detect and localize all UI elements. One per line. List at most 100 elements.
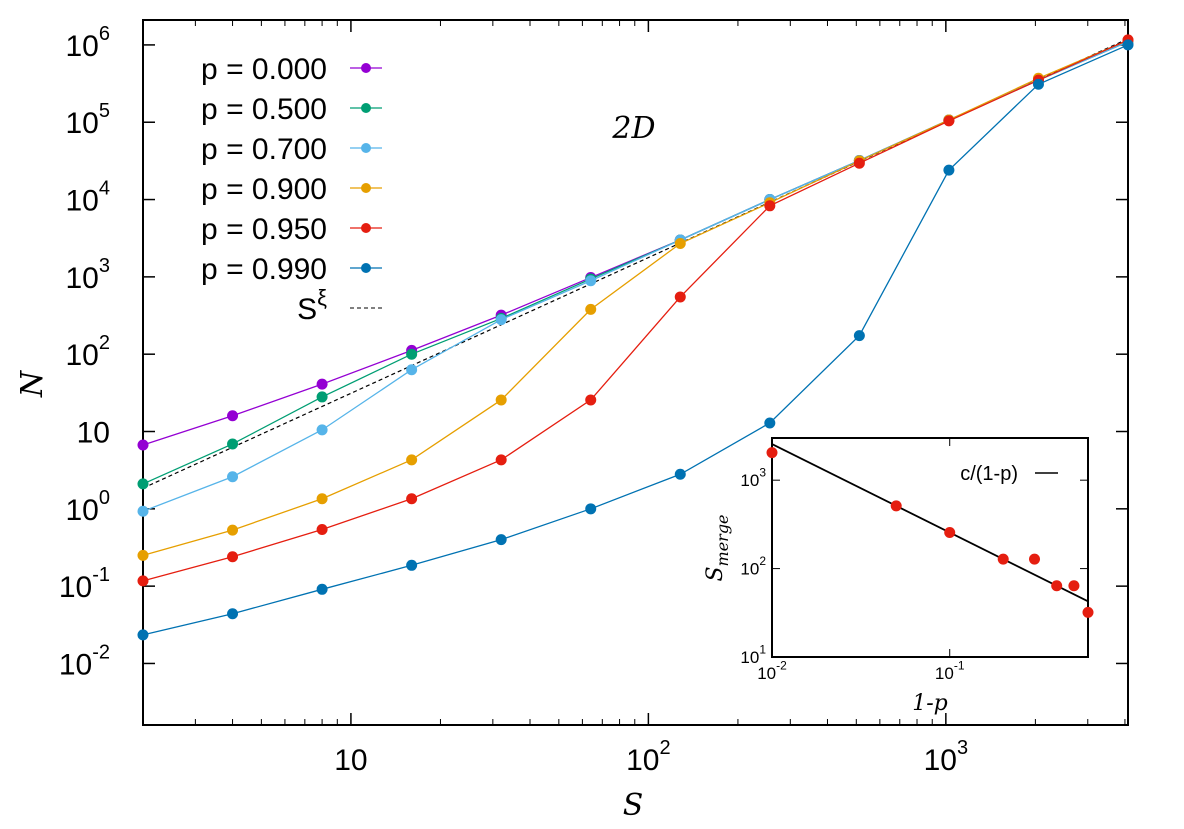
main-plot: 10 102 10310-210-110010102103104105106SN2D… (15, 19, 1134, 823)
data-point (316, 378, 328, 390)
inset-legend-label: c/(1-p) (960, 463, 1018, 485)
y-tick-label: 103 (66, 255, 111, 295)
data-point (137, 549, 149, 561)
x-tick-label-exp: 2 (660, 737, 671, 759)
inset-y-tick-label: 102 (740, 554, 766, 579)
data-point (137, 439, 149, 451)
y-tick-label-base: 10 (66, 494, 99, 527)
inset-x-tick-label-exp: -2 (776, 658, 787, 672)
data-point (406, 559, 418, 571)
data-point (853, 157, 865, 169)
series-line (142, 39, 1129, 582)
y-tick-label-exp: 5 (99, 100, 110, 122)
data-point (674, 238, 686, 250)
inset-y-tick-label: 101 (740, 642, 766, 667)
inset-y-tick-label-base: 10 (740, 648, 759, 667)
legend-marker (361, 103, 371, 113)
x-tick-label: 10 (334, 744, 367, 777)
data-point (674, 291, 686, 303)
data-point (316, 493, 328, 505)
data-point (227, 471, 239, 483)
y-tick-label-base: 10 (66, 262, 99, 295)
x-axis-label: S (623, 788, 644, 823)
inset-y-tick-label: 103 (740, 466, 766, 491)
legend-label: p = 0.000 (201, 53, 327, 86)
y-tick-label-base: 10 (59, 571, 92, 604)
data-point (764, 417, 776, 429)
data-point (227, 410, 239, 422)
data-point (406, 493, 418, 505)
legend-ref-base: S (297, 293, 317, 326)
inset-x-tick-label: 10-1 (935, 658, 965, 683)
x-tick-label: 103 (924, 737, 969, 777)
data-point (1032, 78, 1044, 90)
inset-frame (771, 437, 1089, 658)
data-point (137, 478, 149, 490)
y-tick-label-base: 10 (66, 185, 99, 218)
x-tick-label-base: 10 (626, 744, 659, 777)
y-tick-label: 105 (66, 100, 111, 140)
inset-y-tick-label-base: 10 (740, 560, 759, 579)
inset-data-point (890, 500, 902, 512)
data-point (227, 438, 239, 450)
inset-y-tick-label-exp: 2 (759, 554, 766, 568)
series-line (142, 44, 1129, 636)
data-point (316, 524, 328, 536)
legend-marker (361, 183, 371, 193)
data-point (227, 551, 239, 563)
plot-frame (142, 19, 1129, 726)
data-point (495, 394, 507, 406)
data-point (137, 575, 149, 587)
legend-label: p = 0.900 (201, 173, 327, 206)
inset-x-tick-label-exp: -1 (954, 658, 965, 672)
data-point (495, 314, 507, 326)
inset-y-label-base: S (703, 566, 728, 581)
data-point (585, 303, 597, 315)
legend-marker (361, 143, 371, 153)
legend: p = 0.000 p = 0.500 p = 0.700 p = 0.900 p = … (201, 53, 382, 326)
inset-y-tick-label-base: 10 (740, 471, 759, 490)
inset-y-tick-label-exp: 3 (759, 466, 766, 480)
y-tick-label-exp: 4 (99, 178, 110, 200)
legend-label: p = 0.990 (201, 253, 327, 286)
data-point (1122, 39, 1134, 51)
y-axis-label: N (15, 369, 50, 398)
series-4 (137, 34, 1134, 587)
legend-label: p = 0.950 (201, 213, 327, 246)
legend-marker (361, 223, 371, 233)
y-tick-label-exp: 6 (99, 23, 110, 45)
y-tick-label: 104 (66, 178, 111, 218)
inset-data-point (1029, 553, 1041, 565)
data-point (585, 503, 597, 515)
y-tick-label: 10-1 (59, 564, 110, 604)
y-tick-label-exp: -1 (92, 564, 110, 586)
inset-y-tick-label-exp: 1 (759, 642, 766, 656)
series-line (142, 39, 1129, 557)
data-point (316, 583, 328, 595)
inset-fit-line (771, 443, 1089, 603)
data-point (406, 348, 418, 360)
data-point (316, 424, 328, 436)
inset-data-point (997, 553, 1009, 565)
legend-label-reference: Sξ (297, 285, 327, 326)
inset-data-point (1068, 580, 1080, 592)
y-tick-label-exp: 3 (99, 255, 110, 277)
data-point (406, 364, 418, 376)
legend-ref-exp: ξ (317, 285, 327, 310)
data-point (406, 454, 418, 466)
inset-x-axis-label: 1-p (912, 691, 948, 716)
inset-data-point (1051, 580, 1063, 592)
inset-y-axis-label: Smerge (703, 514, 732, 581)
y-tick-label-base: 10 (66, 107, 99, 140)
data-point (943, 115, 955, 127)
y-tick-label-exp: -2 (92, 641, 110, 663)
data-point (495, 534, 507, 546)
data-point (853, 330, 865, 342)
x-tick-label-exp: 3 (957, 737, 968, 759)
y-tick-label-base: 10 (66, 339, 99, 372)
x-tick-label: 102 (626, 737, 671, 777)
y-tick-label-exp: 2 (99, 332, 110, 354)
data-point (137, 629, 149, 641)
x-tick-label-base: 10 (924, 744, 957, 777)
